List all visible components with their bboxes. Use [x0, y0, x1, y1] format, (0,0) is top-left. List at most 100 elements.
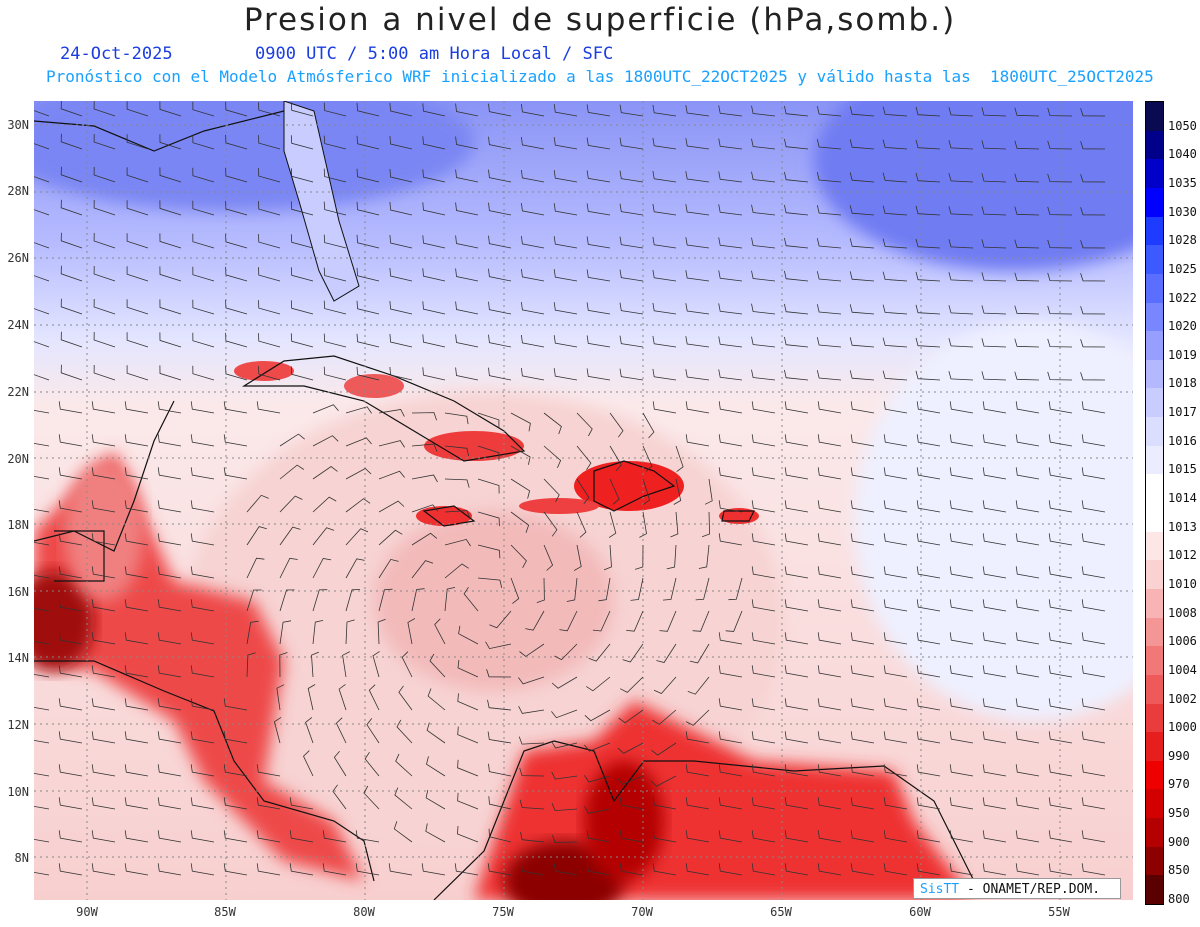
- wind-barb: [444, 587, 456, 612]
- wind-barb: [290, 300, 314, 315]
- wind-barb: [784, 204, 809, 216]
- wind-barb: [332, 784, 347, 810]
- wind-barb: [34, 739, 50, 744]
- credit-box: SisTT - ONAMET/REP.DOM.: [913, 878, 1121, 899]
- wind-barb: [258, 333, 281, 348]
- colorbar-label: 1019: [1168, 347, 1197, 362]
- wind-barb: [401, 651, 413, 678]
- wind-barb: [883, 830, 908, 843]
- wind-barb: [398, 685, 413, 711]
- wind-barb: [345, 619, 355, 645]
- wind-barb: [246, 589, 262, 612]
- wind-barb: [1081, 533, 1106, 546]
- wind-barb: [258, 366, 281, 381]
- wind-barb: [290, 234, 314, 249]
- wind-barb: [422, 334, 446, 348]
- wind-barb: [1015, 665, 1040, 678]
- wind-barb: [915, 337, 941, 348]
- wind-barb: [948, 206, 974, 216]
- wind-barb: [487, 699, 512, 711]
- wind-barb: [751, 731, 776, 744]
- wind-barb: [751, 698, 776, 711]
- wind-barb: [190, 830, 215, 843]
- wind-barb: [982, 401, 1007, 414]
- wind-barb: [521, 334, 545, 348]
- wind-barb: [1014, 272, 1040, 282]
- wind-barb: [223, 863, 248, 876]
- wind-barb: [574, 544, 582, 571]
- wind-barb: [718, 204, 743, 216]
- wind-barb: [849, 271, 875, 282]
- wind-barb: [223, 698, 248, 711]
- wind-barb: [58, 533, 83, 546]
- wind-barb: [518, 676, 545, 685]
- wind-barb: [521, 103, 545, 117]
- wind-barb: [1014, 239, 1040, 249]
- wind-barb: [882, 370, 908, 381]
- wind-barb: [751, 369, 776, 381]
- wind-barb: [520, 863, 545, 876]
- wind-barb: [393, 821, 413, 843]
- wind-barb: [1048, 797, 1073, 810]
- wind-barb: [157, 533, 182, 546]
- wind-barb: [356, 135, 380, 150]
- wind-barb: [34, 640, 50, 645]
- wind-barb: [488, 136, 512, 150]
- wind-barb: [584, 742, 611, 752]
- lon-label: 80W: [353, 905, 375, 919]
- wind-barb: [685, 401, 710, 414]
- wind-barb: [159, 266, 182, 282]
- colorbar-cell: [1146, 588, 1163, 619]
- wind-barb: [159, 200, 182, 216]
- wind-barb: [619, 797, 644, 810]
- wind-barb: [652, 863, 677, 876]
- wind-barb: [609, 445, 622, 472]
- wind-barb: [246, 494, 269, 513]
- wind-barb: [93, 101, 116, 117]
- wind-barb: [34, 341, 50, 348]
- wind-barb: [784, 237, 809, 249]
- wind-barb: [685, 830, 710, 843]
- wind-barb: [323, 168, 347, 183]
- wind-barb: [444, 412, 469, 425]
- wind-barb: [882, 304, 908, 315]
- wind-barb: [553, 170, 578, 183]
- wind-barb: [366, 718, 380, 744]
- wind-barb: [455, 235, 479, 249]
- wind-barb: [521, 367, 545, 381]
- wind-barb: [685, 764, 710, 777]
- wind-barb: [949, 500, 974, 513]
- wind-barb: [279, 620, 292, 645]
- wind-barb: [586, 302, 611, 315]
- wind-barb: [190, 698, 215, 711]
- wind-barb: [1081, 764, 1106, 777]
- wind-barb: [290, 267, 314, 282]
- wind-barb: [256, 764, 281, 777]
- wind-barb: [378, 588, 393, 612]
- pressure-field: [34, 101, 1133, 900]
- colorbar-cell: [1146, 646, 1163, 676]
- wind-barb: [355, 830, 380, 843]
- wind-barb: [342, 651, 350, 678]
- wind-barb: [444, 510, 471, 519]
- wind-barb: [586, 368, 611, 381]
- lat-label: 22N: [7, 385, 29, 399]
- wind-barb: [91, 500, 116, 513]
- colorbar: [1145, 101, 1164, 905]
- wind-barb: [159, 167, 182, 183]
- wind-barb: [1081, 665, 1106, 678]
- wind-barb: [411, 412, 437, 421]
- wind-barb: [1047, 305, 1073, 315]
- wind-barb: [751, 467, 776, 480]
- wind-barb: [192, 266, 215, 282]
- wind-barb: [718, 863, 743, 876]
- wind-barb: [34, 143, 50, 150]
- wind-barb: [1047, 272, 1073, 282]
- wind-barb: [784, 500, 809, 513]
- wind-barb: [58, 434, 83, 447]
- wind-barb: [34, 508, 50, 513]
- wind-barb: [882, 205, 908, 216]
- wind-barb: [1014, 371, 1040, 381]
- wind-barb: [93, 298, 116, 315]
- wind-barb: [159, 134, 182, 150]
